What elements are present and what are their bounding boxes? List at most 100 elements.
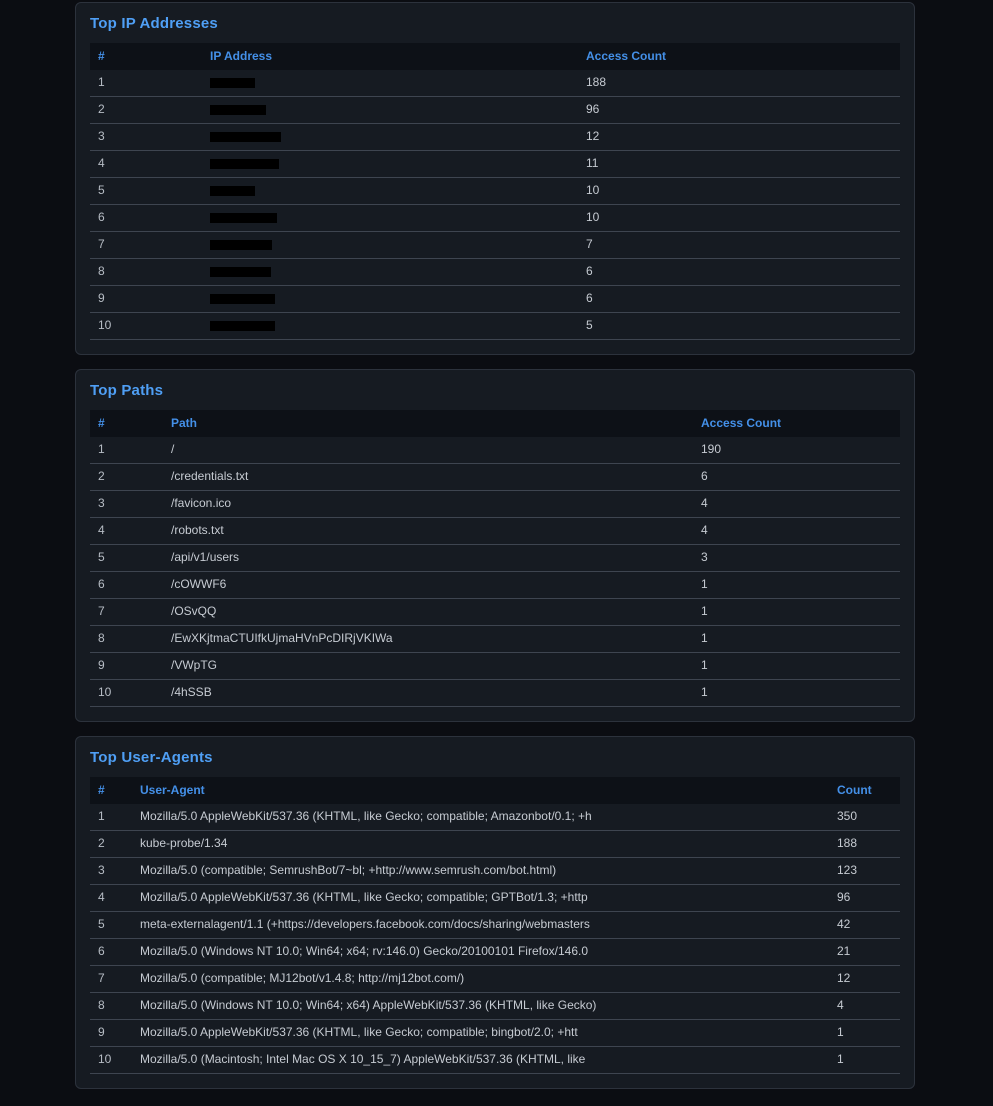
- panel-top-ip-addresses: Top IP Addresses # IP Address Access Count…: [75, 2, 915, 355]
- column-header: Path: [163, 410, 693, 437]
- rank-cell: 10: [90, 1046, 132, 1074]
- redacted-ip-bar: [210, 185, 255, 196]
- column-header: User-Agent: [132, 777, 829, 804]
- count-cell: 96: [829, 884, 900, 912]
- rank-cell: 3: [90, 857, 132, 885]
- rank-cell: 5: [90, 911, 132, 939]
- rank-cell: 8: [90, 625, 163, 653]
- count-cell: 10: [578, 177, 900, 205]
- table-row: 8 Mozilla/5.0 (Windows NT 10.0; Win64; x6…: [90, 992, 900, 1020]
- rank-cell: 1: [90, 437, 163, 464]
- table-row: 5 meta-externalagent/1.1 (+https://develo…: [90, 911, 900, 939]
- value-cell: [202, 150, 578, 178]
- count-cell: 10: [578, 204, 900, 232]
- rank-cell: 2: [90, 463, 163, 491]
- value-cell: [202, 204, 578, 232]
- value-cell: kube-probe/1.34: [132, 830, 829, 858]
- column-header: #: [90, 777, 132, 804]
- data-table: # Path Access Count 1/190 2/credentials.txt…: [90, 410, 900, 707]
- value-cell: [202, 312, 578, 340]
- value-cell: /4hSSB: [163, 679, 693, 707]
- table-row: 10/4hSSB 1: [90, 679, 900, 707]
- rank-cell: 9: [90, 652, 163, 680]
- count-cell: 4: [829, 992, 900, 1020]
- value-cell: Mozilla/5.0 AppleWebKit/537.36 (KHTML, l…: [132, 884, 829, 912]
- redacted-ip-bar: [210, 104, 266, 115]
- column-header: Count: [829, 777, 900, 804]
- rank-cell: 7: [90, 231, 202, 259]
- table-row: 7 Mozilla/5.0 (compatible; MJ12bot/v1.4.8…: [90, 965, 900, 993]
- value-cell: Mozilla/5.0 (Windows NT 10.0; Win64; x64…: [132, 938, 829, 966]
- table-row: 3 Mozilla/5.0 (compatible; SemrushBot/7~b…: [90, 857, 900, 885]
- table-row: 5/api/v1/users 3: [90, 544, 900, 572]
- table-row: 10 Mozilla/5.0 (Macintosh; Intel Mac OS X…: [90, 1046, 900, 1074]
- value-cell: meta-externalagent/1.1 (+https://develop…: [132, 911, 829, 939]
- rank-cell: 9: [90, 285, 202, 313]
- value-cell: [202, 70, 578, 97]
- table-row: 9 Mozilla/5.0 AppleWebKit/537.36 (KHTML, …: [90, 1019, 900, 1047]
- rank-cell: 5: [90, 544, 163, 572]
- value-cell: /cOWWF6: [163, 571, 693, 599]
- table-row: 4 Mozilla/5.0 AppleWebKit/537.36 (KHTML, …: [90, 884, 900, 912]
- table-row: 10 5: [90, 312, 900, 340]
- table-row: 6/cOWWF6 1: [90, 571, 900, 599]
- count-cell: 12: [578, 123, 900, 151]
- table-row: 7/OSvQQ 1: [90, 598, 900, 626]
- rank-cell: 2: [90, 96, 202, 124]
- table-row: 5 10: [90, 177, 900, 205]
- rank-cell: 6: [90, 571, 163, 599]
- count-cell: 21: [829, 938, 900, 966]
- table-row: 1 188: [90, 70, 900, 97]
- column-header: IP Address: [202, 43, 578, 70]
- count-cell: 1: [693, 571, 900, 599]
- report-content: Top IP Addresses # IP Address Access Count…: [75, 0, 915, 1089]
- value-cell: /robots.txt: [163, 517, 693, 545]
- redacted-ip-bar: [210, 239, 272, 250]
- value-cell: Mozilla/5.0 (Windows NT 10.0; Win64; x64…: [132, 992, 829, 1020]
- table-row: 4 11: [90, 150, 900, 178]
- count-cell: 4: [693, 517, 900, 545]
- count-cell: 1: [693, 652, 900, 680]
- rank-cell: 6: [90, 204, 202, 232]
- table-row: 9/VWpTG 1: [90, 652, 900, 680]
- count-cell: 5: [578, 312, 900, 340]
- value-cell: [202, 96, 578, 124]
- count-cell: 4: [693, 490, 900, 518]
- redacted-ip-bar: [210, 77, 255, 88]
- panel-top-user-agents: Top User-Agents # User-Agent Count 1 Mozill…: [75, 736, 915, 1089]
- value-cell: Mozilla/5.0 AppleWebKit/537.36 (KHTML, l…: [132, 1019, 829, 1047]
- table-header-row: # Path Access Count: [90, 410, 900, 437]
- rank-cell: 4: [90, 150, 202, 178]
- count-cell: 188: [578, 70, 900, 97]
- rank-cell: 9: [90, 1019, 132, 1047]
- panel-title: Top IP Addresses: [90, 15, 218, 32]
- table-header-row: # IP Address Access Count: [90, 43, 900, 70]
- rank-cell: 7: [90, 965, 132, 993]
- count-cell: 350: [829, 804, 900, 831]
- value-cell: Mozilla/5.0 (compatible; SemrushBot/7~bl…: [132, 857, 829, 885]
- redacted-ip-bar: [210, 131, 281, 142]
- rank-cell: 1: [90, 804, 132, 831]
- value-cell: [202, 258, 578, 286]
- rank-cell: 10: [90, 679, 163, 707]
- count-cell: 1: [829, 1046, 900, 1074]
- count-cell: 6: [578, 258, 900, 286]
- value-cell: /EwXKjtmaCTUIfkUjmaHVnPcDIRjVKIWa: [163, 625, 693, 653]
- count-cell: 1: [693, 679, 900, 707]
- count-cell: 96: [578, 96, 900, 124]
- count-cell: 6: [693, 463, 900, 491]
- rank-cell: 6: [90, 938, 132, 966]
- rank-cell: 1: [90, 70, 202, 97]
- count-cell: 1: [693, 598, 900, 626]
- column-header: #: [90, 43, 202, 70]
- rank-cell: 4: [90, 884, 132, 912]
- value-cell: /favicon.ico: [163, 490, 693, 518]
- value-cell: /credentials.txt: [163, 463, 693, 491]
- value-cell: [202, 177, 578, 205]
- table-row: 4/robots.txt 4: [90, 517, 900, 545]
- value-cell: /api/v1/users: [163, 544, 693, 572]
- count-cell: 1: [829, 1019, 900, 1047]
